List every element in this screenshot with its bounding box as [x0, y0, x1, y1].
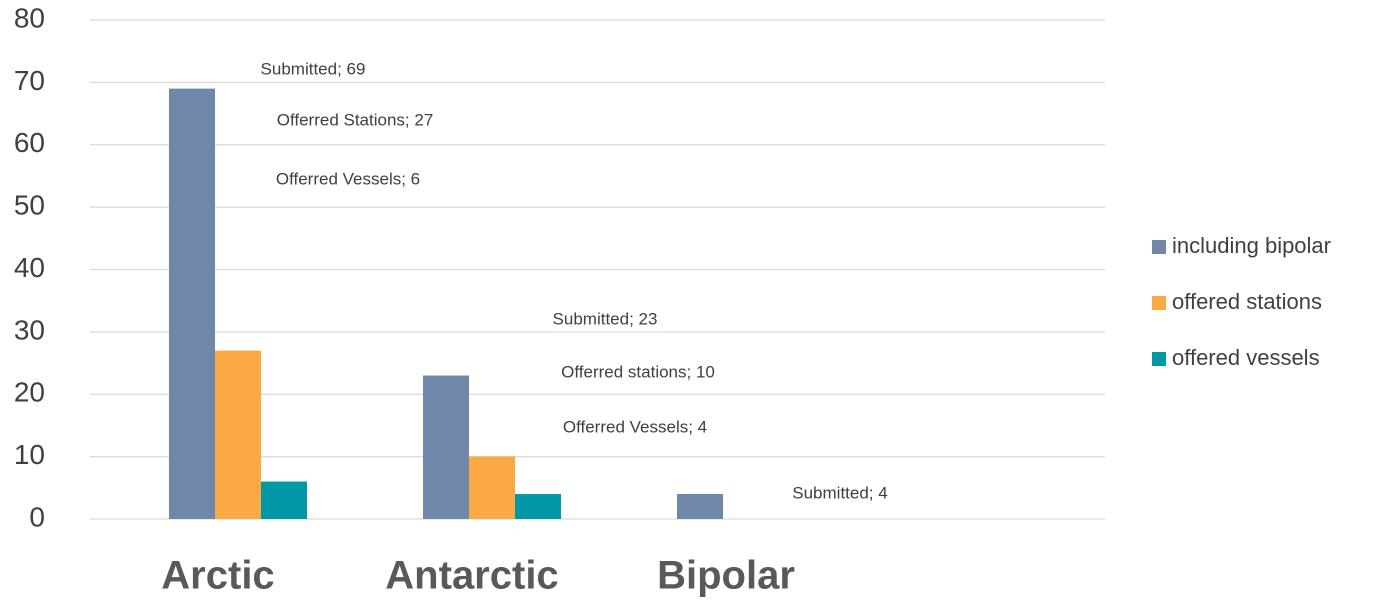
data-label: Submitted; 4: [792, 483, 887, 502]
bar: [515, 494, 561, 519]
legend-label: offered stations: [1172, 289, 1322, 314]
y-tick-label: 30: [14, 314, 45, 345]
data-label: Submitted; 69: [261, 59, 366, 78]
y-tick-label: 70: [14, 65, 45, 96]
data-label: Submitted; 23: [553, 309, 658, 328]
x-tick-label: Antarctic: [385, 554, 558, 598]
bar: [169, 88, 215, 520]
data-label-bg: [556, 414, 714, 440]
legend-label: offered vessels: [1172, 345, 1320, 370]
x-tick-label: Arctic: [161, 554, 274, 598]
y-tick-label: 20: [14, 377, 45, 408]
data-label-bg: [269, 166, 427, 192]
legend-label: including bipolar: [1172, 233, 1331, 258]
bar: [261, 481, 307, 519]
y-tick-label: 50: [14, 190, 45, 221]
bar: [469, 456, 515, 519]
data-label-bg: [254, 56, 372, 82]
data-label-bg: [546, 306, 664, 332]
data-label: Offerred stations; 10: [561, 362, 715, 381]
legend-swatch: [1152, 352, 1166, 366]
y-tick-label: 0: [29, 501, 45, 532]
y-tick-label: 60: [14, 127, 45, 158]
x-tick-label: Bipolar: [657, 554, 795, 598]
data-label-bg: [555, 359, 721, 385]
legend-swatch: [1152, 296, 1166, 310]
data-label: Offerred Vessels; 4: [563, 417, 707, 436]
data-label-bg: [270, 107, 440, 133]
data-label: Offerred Stations; 27: [277, 110, 434, 129]
bar: [677, 494, 723, 519]
y-tick-label: 40: [14, 252, 45, 283]
data-label-bg: [786, 480, 894, 506]
bar: [215, 350, 261, 519]
legend-swatch: [1152, 240, 1166, 254]
y-tick-label: 10: [14, 439, 45, 470]
bar: [423, 375, 469, 519]
y-tick-label: 80: [14, 2, 45, 33]
data-label: Offerred Vessels; 6: [276, 169, 420, 188]
